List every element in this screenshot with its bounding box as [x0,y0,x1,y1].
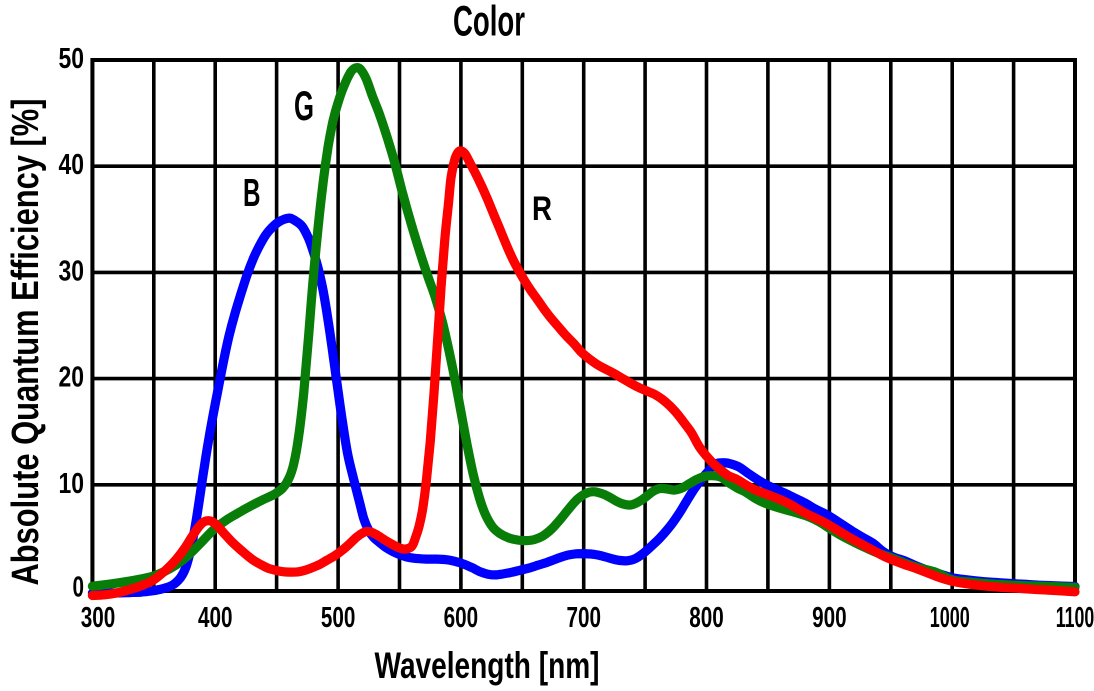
svg-text:B: B [243,172,261,215]
svg-text:10: 10 [59,468,85,500]
svg-text:1100: 1100 [1056,602,1094,634]
svg-text:Wavelength [nm]: Wavelength [nm] [375,645,600,686]
svg-text:R: R [532,190,552,228]
svg-text:400: 400 [198,602,233,634]
svg-text:G: G [294,82,314,129]
svg-text:1000: 1000 [930,602,970,634]
svg-text:50: 50 [59,43,85,75]
svg-text:300: 300 [81,602,116,634]
svg-text:30: 30 [59,255,85,287]
svg-text:700: 700 [566,602,601,634]
svg-text:500: 500 [321,602,356,634]
svg-text:900: 900 [812,602,847,634]
svg-text:40: 40 [59,149,85,181]
svg-text:Absolute Quantum Efficiency [%: Absolute Quantum Efficiency [%] [5,99,47,586]
svg-text:0: 0 [73,572,85,604]
svg-text:20: 20 [59,362,85,394]
svg-text:600: 600 [444,602,479,634]
svg-text:800: 800 [689,602,724,634]
svg-text:Color: Color [453,0,525,46]
